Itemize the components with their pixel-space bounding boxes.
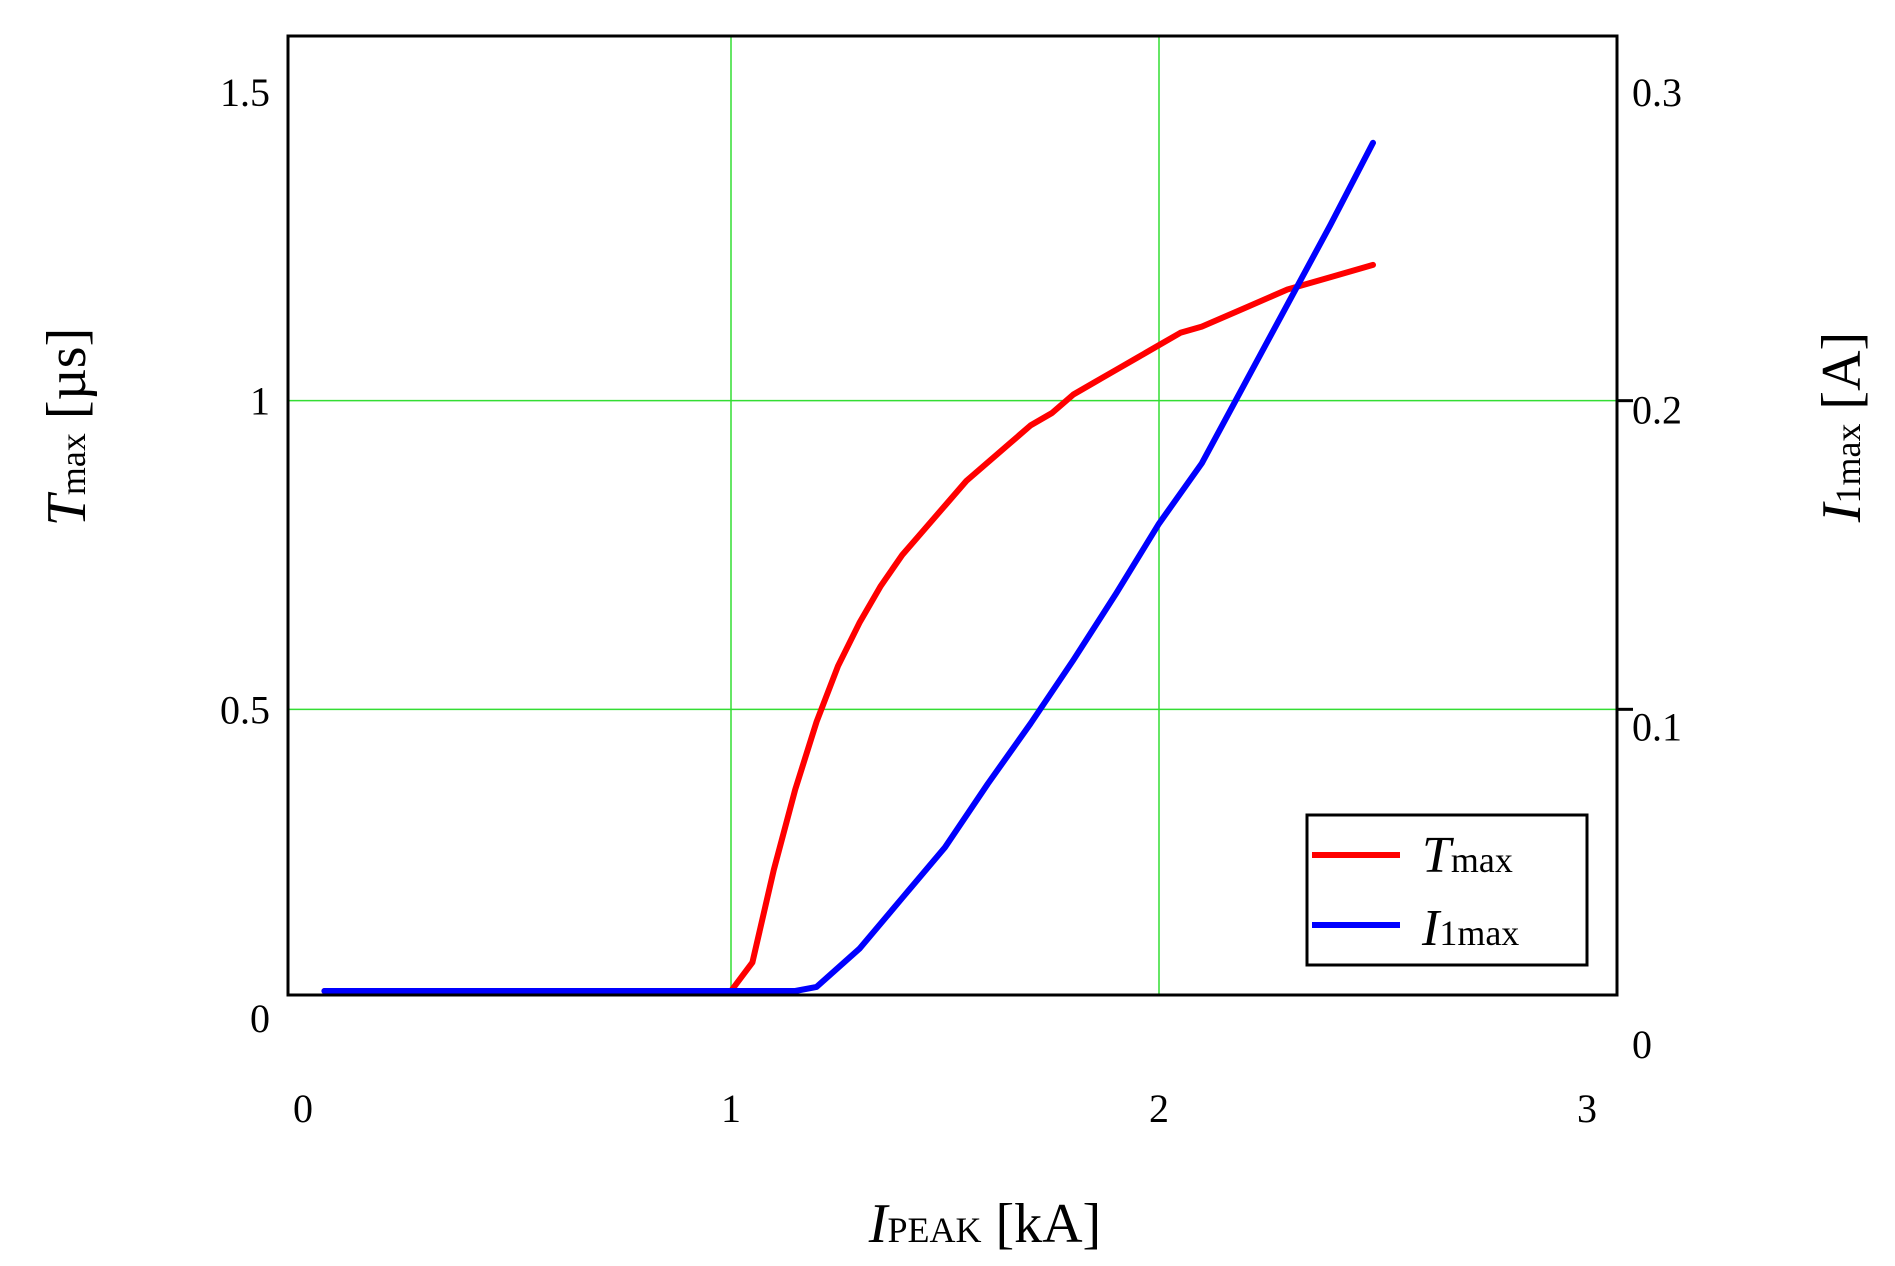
y-left-tick-label: 1 [250, 379, 270, 424]
y-right-axis-title: I1max[A] [1811, 332, 1873, 523]
plot-frame [286, 34, 1619, 997]
y-right-tick-label: 0.3 [1632, 70, 1682, 115]
series-lines [321, 139, 1376, 994]
x-tick-label: 1 [721, 1086, 741, 1131]
x-tick-label: 3 [1577, 1086, 1597, 1131]
x-axis-title: IPEAK [kA] [868, 1193, 1101, 1255]
x-tick-label: 2 [1149, 1086, 1169, 1131]
y-right-tick-label: 0 [1632, 1022, 1652, 1067]
legend-label-i1max: I1max [1421, 900, 1519, 957]
tick-marks [1617, 399, 1633, 711]
legend-box [1305, 813, 1589, 967]
legend-label-tmax: Tmax [1422, 827, 1513, 884]
tick-labels: 0 1 2 300.511.500.10.20.3 [220, 70, 1682, 1131]
y-left-axis-title: Tmax[µs] [36, 328, 98, 527]
y-right-tick-label: 0.2 [1632, 387, 1682, 432]
y-left-tick-label: 1.5 [220, 70, 270, 115]
y-left-tick-label: 0.5 [220, 687, 270, 732]
y-left-tick-label: 0 [250, 996, 270, 1041]
series-line-i1max [321, 139, 1376, 994]
grid-lines [288, 36, 1617, 995]
x-tick-label: 0 [293, 1086, 313, 1131]
y-right-tick-label: 0.1 [1632, 705, 1682, 750]
legend: Tmax I1max [1305, 813, 1589, 967]
series-line-tmax [321, 261, 1376, 994]
